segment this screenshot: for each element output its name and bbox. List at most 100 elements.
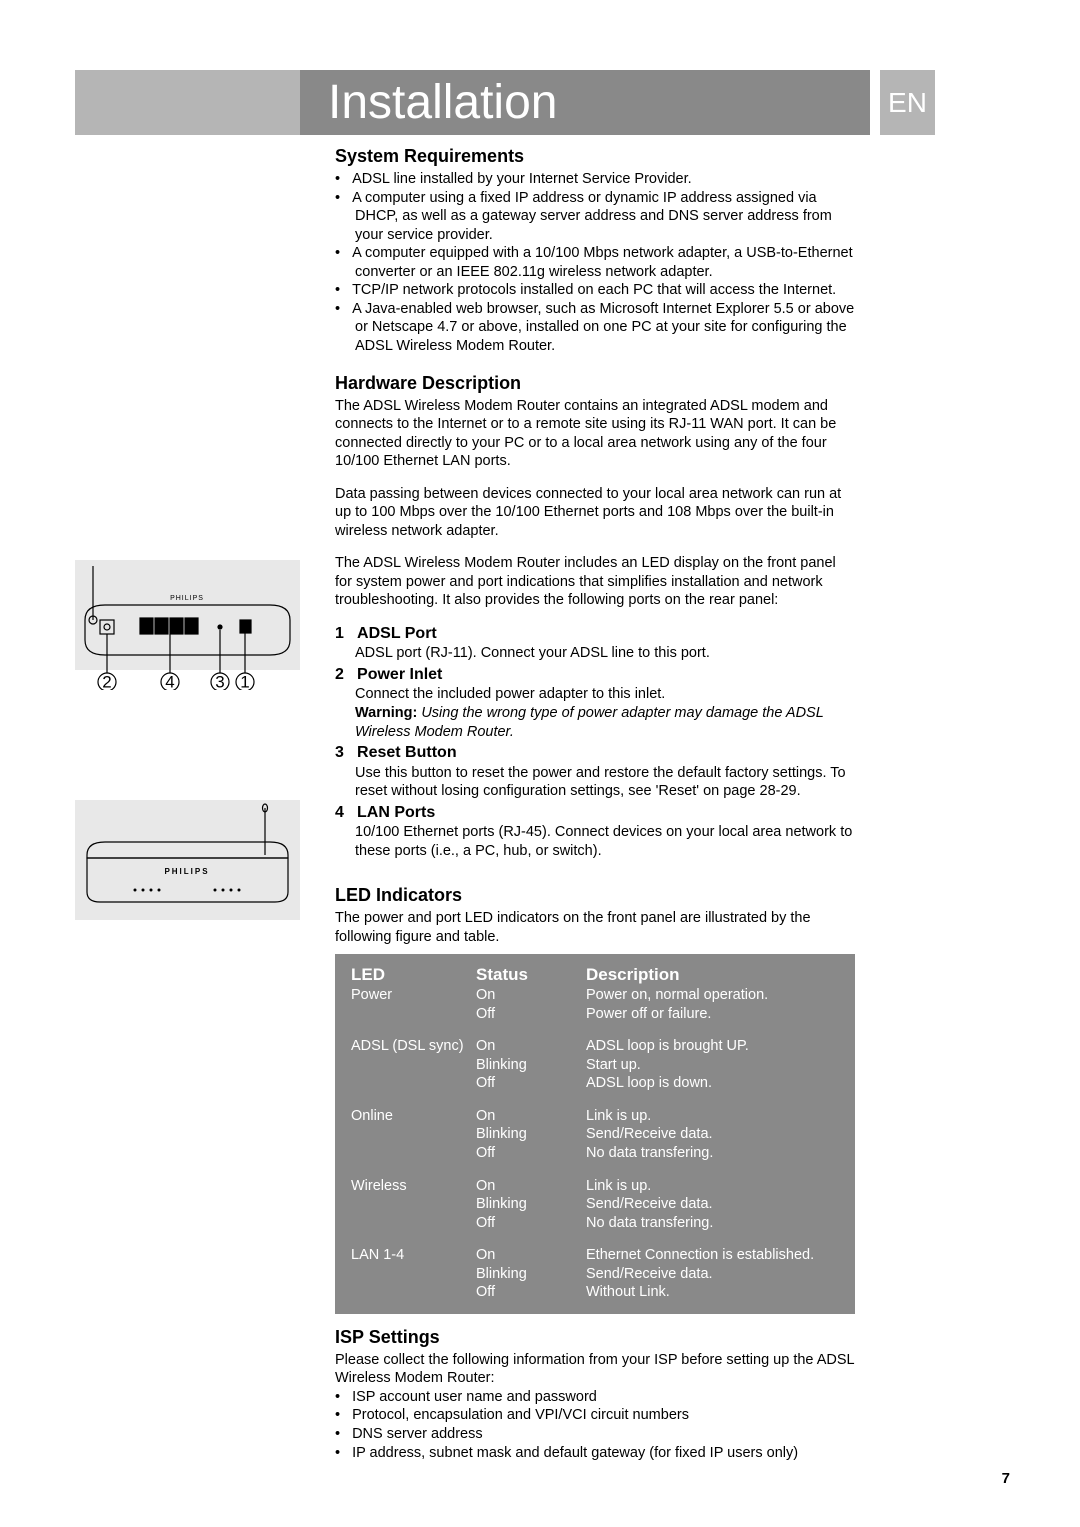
led-name: Online [351,1107,476,1126]
led-description: Power off or failure. [586,1005,839,1024]
list-item: A computer equipped with a 10/100 Mbps n… [355,244,855,281]
port-body: 10/100 Ethernet ports (RJ-45). Connect d… [335,823,855,860]
table-row: BlinkingSend/Receive data. [351,1265,839,1284]
table-header-led: LED [351,964,476,986]
led-name [351,1144,476,1163]
led-name [351,1195,476,1214]
list-item: A computer using a fixed IP address or d… [355,189,855,245]
page-title-bar: Installation [300,70,870,135]
port-number: 4 [335,803,353,823]
led-group: OnlineOnLink is up.BlinkingSend/Receive … [351,1107,839,1163]
isp-settings-list: ISP account user name and password Proto… [335,1388,855,1462]
brand-label-front: PHILIPS [164,867,209,876]
port-title: ADSL Port [357,625,437,642]
led-name [351,1074,476,1093]
led-description: Ethernet Connection is established. [586,1246,839,1265]
led-name [351,1283,476,1302]
led-description: Send/Receive data. [586,1195,839,1214]
list-item: ISP account user name and password [355,1388,855,1407]
led-description: Link is up. [586,1107,839,1126]
led-status: Off [476,1283,586,1302]
led-status: On [476,1037,586,1056]
led-status: On [476,986,586,1005]
table-row: WirelessOnLink is up. [351,1177,839,1196]
port-item-3: 3 Reset Button Use this button to reset … [335,743,855,801]
led-status: On [476,1246,586,1265]
callout-3: 3 [215,673,224,691]
port-body: ADSL port (RJ-11). Connect your ADSL lin… [335,644,855,663]
warning-label: Warning: [355,705,417,721]
callout-2: 2 [102,673,111,691]
port-item-1: 1 ADSL Port ADSL port (RJ-11). Connect y… [335,624,855,663]
list-item: TCP/IP network protocols installed on ea… [355,281,855,300]
system-requirements-list: ADSL line installed by your Internet Ser… [335,170,855,355]
callout-1: 1 [240,673,249,691]
brand-label: PHILIPS [170,595,204,602]
led-description: ADSL loop is brought UP. [586,1037,839,1056]
led-status: On [476,1177,586,1196]
sidebar-grey-block [75,70,300,135]
led-status: Off [476,1005,586,1024]
table-row: PowerOnPower on, normal operation. [351,986,839,1005]
table-row: OffNo data transfering. [351,1144,839,1163]
led-group: WirelessOnLink is up.BlinkingSend/Receiv… [351,1177,839,1233]
table-row: ADSL (DSL sync)OnADSL loop is brought UP… [351,1037,839,1056]
led-name [351,1056,476,1075]
table-row: OffADSL loop is down. [351,1074,839,1093]
table-header-description: Description [586,964,839,986]
list-item: IP address, subnet mask and default gate… [355,1444,855,1463]
led-status: Off [476,1214,586,1233]
led-status: Off [476,1074,586,1093]
table-row: OffPower off or failure. [351,1005,839,1024]
led-status: Blinking [476,1265,586,1284]
language-code: EN [888,87,927,118]
callout-4: 4 [165,673,174,691]
heading-led-indicators: LED Indicators [335,884,855,907]
table-row: OffNo data transfering. [351,1214,839,1233]
language-indicator: EN [880,70,935,135]
led-description: Start up. [586,1056,839,1075]
table-header-status: Status [476,964,586,986]
table-row: OffWithout Link. [351,1283,839,1302]
led-description: No data transfering. [586,1214,839,1233]
led-name: Wireless [351,1177,476,1196]
heading-hardware-description: Hardware Description [335,372,855,395]
led-description: Power on, normal operation. [586,986,839,1005]
table-row: BlinkingSend/Receive data. [351,1195,839,1214]
page-title: Installation [328,76,557,129]
list-item: DNS server address [355,1425,855,1444]
list-item: ADSL line installed by your Internet Ser… [355,170,855,189]
figure-router-front: PHILIPS [75,800,300,925]
figure-router-rear: PHILIPS 2 4 3 1 [75,560,300,695]
port-title: LAN Ports [357,804,435,821]
led-group: PowerOnPower on, normal operation.OffPow… [351,986,839,1023]
led-description: Send/Receive data. [586,1265,839,1284]
led-name: Power [351,986,476,1005]
port-title: Power Inlet [357,666,442,683]
main-content: System Requirements ADSL line installed … [335,145,855,1462]
port-number: 1 [335,624,353,644]
hw-paragraph-2: Data passing between devices connected t… [335,485,855,541]
port-title: Reset Button [357,744,457,761]
port-body: Use this button to reset the power and r… [335,764,855,801]
led-group: LAN 1-4OnEthernet Connection is establis… [351,1246,839,1302]
led-indicator-table: LED Status Description PowerOnPower on, … [335,954,855,1313]
led-name: ADSL (DSL sync) [351,1037,476,1056]
list-item: Protocol, encapsulation and VPI/VCI circ… [355,1406,855,1425]
led-name [351,1125,476,1144]
port-item-4: 4 LAN Ports 10/100 Ethernet ports (RJ-45… [335,803,855,861]
led-intro: The power and port LED indicators on the… [335,909,855,946]
led-name [351,1005,476,1024]
led-name: LAN 1-4 [351,1246,476,1265]
led-group: ADSL (DSL sync)OnADSL loop is brought UP… [351,1037,839,1093]
led-name [351,1265,476,1284]
heading-system-requirements: System Requirements [335,145,855,168]
port-number: 2 [335,665,353,685]
table-row: OnlineOnLink is up. [351,1107,839,1126]
led-status: Blinking [476,1056,586,1075]
hw-paragraph-3: The ADSL Wireless Modem Router includes … [335,554,855,610]
led-status: Blinking [476,1195,586,1214]
heading-isp-settings: ISP Settings [335,1326,855,1349]
port-number: 3 [335,743,353,763]
led-description: Without Link. [586,1283,839,1302]
